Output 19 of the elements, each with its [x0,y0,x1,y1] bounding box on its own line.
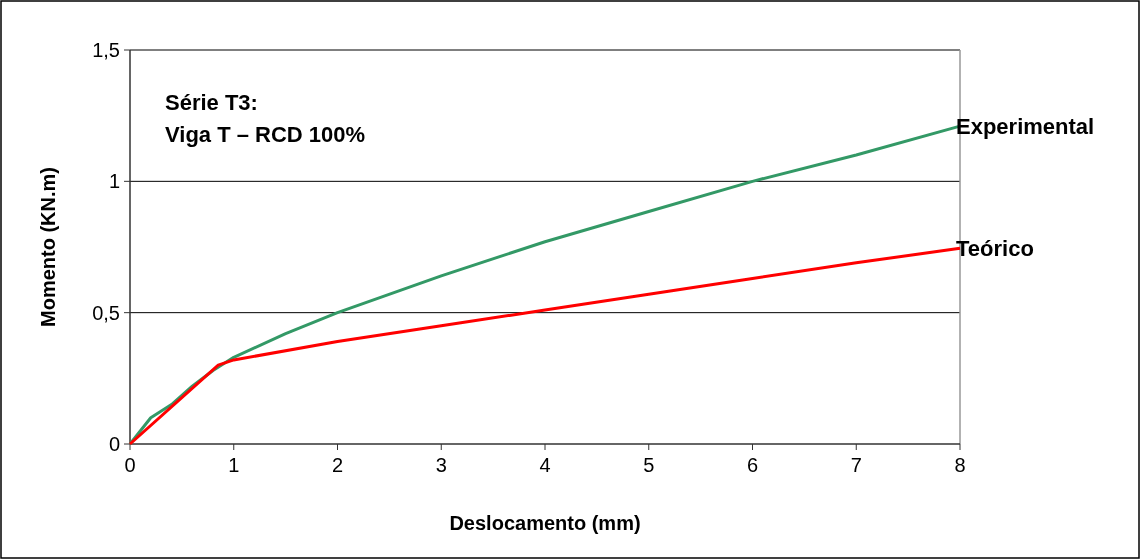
x-tick-label: 8 [954,454,966,476]
x-tick-label: 2 [331,454,344,476]
x-axis-title: Deslocamento (mm) [449,512,641,534]
series-label: Experimental [956,114,1095,140]
x-tick-label: 3 [435,454,447,476]
y-tick-label: 1 [108,170,120,193]
y-axis-title: Momento (KN.m) [37,167,59,327]
x-tick-label: 4 [539,454,551,476]
y-tick-label: 1,5 [92,39,120,61]
x-tick-label: 5 [643,454,655,476]
x-tick-label: 6 [746,454,759,476]
annotation: Viga T – RCD 100% [165,122,366,147]
x-tick-label: 7 [850,454,862,476]
series-label: Teórico [956,236,1034,262]
y-tick-label: 0,5 [92,301,120,324]
y-tick-label: 0 [108,433,120,455]
x-tick-label: 0 [124,454,136,476]
x-tick-label: 1 [228,454,240,476]
annotation: Série T3: [165,90,258,115]
